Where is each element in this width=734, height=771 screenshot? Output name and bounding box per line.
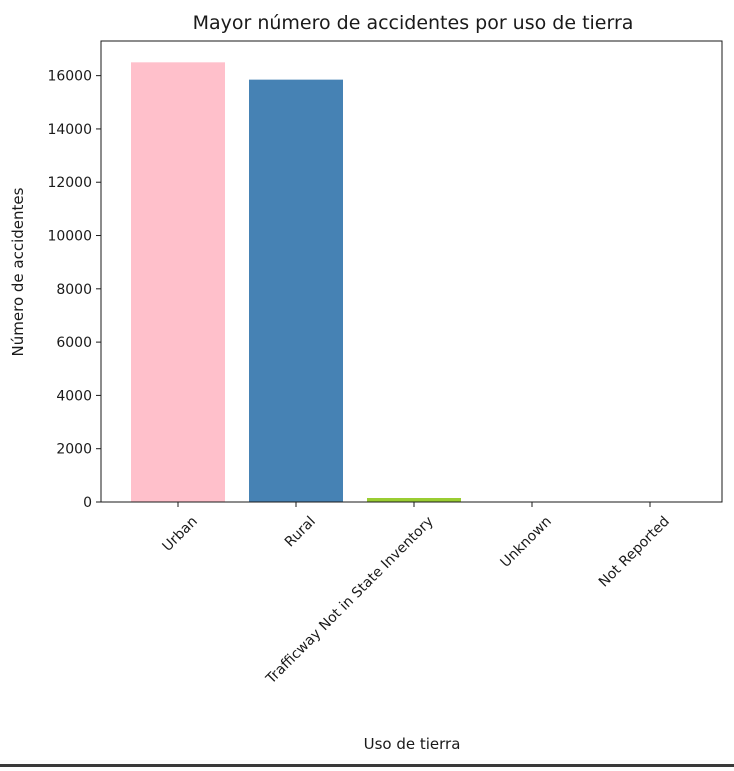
bar-urban (131, 62, 225, 502)
x-tick-label: Not Reported (596, 514, 673, 591)
y-axis: 0 2000 4000 6000 8000 10000 12000 14000 16000 (47, 69, 101, 511)
y-axis-label: Número de accidentes (9, 187, 27, 356)
x-tick-label: Rural (282, 514, 319, 551)
y-tick-label: 14000 (47, 122, 92, 138)
y-tick-label: 10000 (47, 229, 92, 245)
bar-trafficway-not-in-state-inventory (367, 498, 461, 502)
y-tick-label: 12000 (47, 175, 92, 191)
y-tick-label: 8000 (56, 282, 92, 298)
y-tick-label: 2000 (56, 442, 92, 458)
y-tick-label: 16000 (47, 69, 92, 85)
y-tick-label: 6000 (56, 335, 92, 351)
y-tick-label: 4000 (56, 388, 92, 404)
chart-title: Mayor número de accidentes por uso de ti… (193, 12, 634, 34)
bar-rural (249, 80, 343, 502)
y-tick-label: 0 (83, 495, 92, 511)
x-tick-label: Urban (160, 514, 201, 555)
x-axis-label: Uso de tierra (364, 735, 461, 753)
x-tick-label: Unknown (498, 514, 555, 571)
